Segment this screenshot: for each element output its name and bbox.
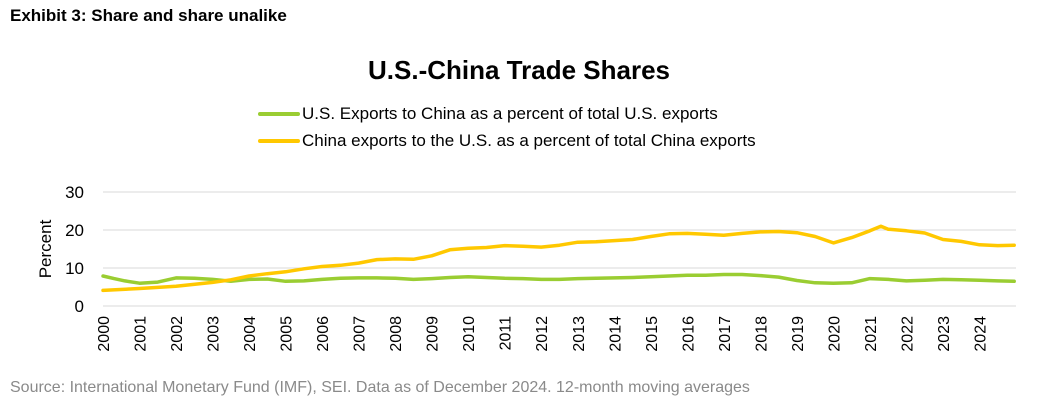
series-line-china-exports [101,224,1016,293]
exhibit-title: Exhibit 3: Share and share unalike [10,6,287,25]
series-line-us-exports [101,272,1016,285]
x-tick-label: 2020 [826,316,843,352]
x-tick-label: 2011 [498,316,515,351]
x-tick-label: 2014 [607,316,624,352]
y-tick-label: 0 [75,297,84,316]
legend-label-us: U.S. Exports to China as a percent of to… [302,103,718,123]
legend-item-china: China exports to the U.S. as a percent o… [258,127,756,154]
gridlines [103,191,1016,307]
legend-swatch-us [258,111,300,116]
x-tick-label: 2001 [133,316,150,352]
y-tick-label: 10 [65,259,84,278]
x-tick-label: 2024 [972,316,989,352]
chart-legend: U.S. Exports to China as a percent of to… [258,100,756,154]
x-tick-label: 2010 [461,316,478,352]
x-tick-label: 2008 [388,316,405,352]
x-tick-label: 2005 [279,316,296,352]
x-tick-label: 2019 [790,316,807,352]
x-tick-label: 2007 [352,316,369,352]
x-tick-label: 2006 [315,316,332,352]
y-axis-ticks: 0 10 20 30 [65,183,84,316]
y-tick-label: 20 [65,221,84,240]
legend-label-china: China exports to the U.S. as a percent o… [302,130,756,150]
legend-swatch-china [258,138,300,143]
legend-item-us: U.S. Exports to China as a percent of to… [258,100,756,127]
x-tick-label: 2000 [96,316,113,352]
series-lines [101,224,1016,293]
x-tick-label: 2023 [936,316,953,352]
x-tick-label: 2003 [206,316,223,352]
x-tick-label: 2013 [571,316,588,352]
x-tick-label: 2009 [425,316,442,352]
y-tick-label: 30 [65,183,84,202]
x-tick-label: 2015 [644,316,661,352]
x-axis-ticks: 2000 2001 2002 2003 2004 2005 2006 2007 2008 2009… [96,316,989,352]
x-tick-label: 2002 [169,316,186,352]
x-tick-label: 2016 [680,316,697,352]
x-tick-label: 2017 [717,316,734,352]
x-tick-label: 2004 [242,316,259,352]
x-tick-label: 2012 [534,316,551,352]
chart-title: U.S.-China Trade Shares [368,55,670,85]
source-note: Source: International Monetary Fund (IMF… [10,379,750,396]
x-tick-label: 2018 [753,316,770,352]
y-axis-label: Percent [36,219,55,278]
x-tick-label: 2021 [863,316,880,352]
x-tick-label: 2022 [899,316,916,352]
